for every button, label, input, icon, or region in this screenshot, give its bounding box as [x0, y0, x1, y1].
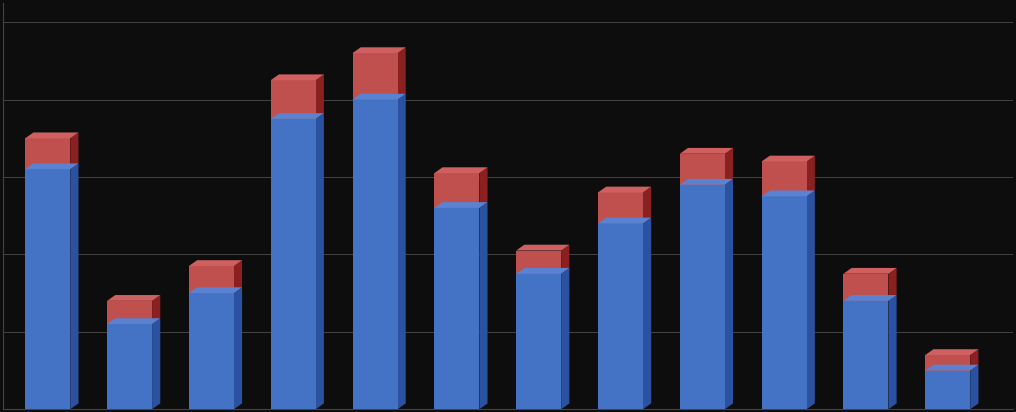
Polygon shape: [70, 164, 78, 409]
Polygon shape: [926, 349, 978, 355]
Bar: [843, 301, 888, 409]
Polygon shape: [516, 245, 569, 250]
Polygon shape: [680, 179, 733, 185]
Bar: [353, 53, 397, 100]
Polygon shape: [888, 295, 897, 409]
Bar: [270, 119, 316, 409]
Bar: [680, 185, 724, 409]
Polygon shape: [561, 268, 569, 409]
Polygon shape: [152, 318, 161, 409]
Polygon shape: [234, 260, 242, 293]
Bar: [25, 169, 70, 409]
Bar: [843, 274, 888, 301]
Polygon shape: [316, 75, 324, 119]
Polygon shape: [435, 202, 488, 208]
Polygon shape: [643, 187, 651, 223]
Bar: [353, 100, 397, 409]
Polygon shape: [807, 190, 815, 409]
Polygon shape: [598, 218, 651, 223]
Polygon shape: [353, 47, 405, 53]
Bar: [435, 208, 480, 409]
Polygon shape: [516, 268, 569, 274]
Polygon shape: [270, 113, 324, 119]
Polygon shape: [843, 295, 897, 301]
Bar: [189, 266, 234, 293]
Polygon shape: [435, 167, 488, 173]
Bar: [189, 293, 234, 409]
Polygon shape: [397, 94, 405, 409]
Polygon shape: [480, 167, 488, 208]
Bar: [598, 223, 643, 409]
Polygon shape: [724, 179, 733, 409]
Polygon shape: [926, 365, 978, 370]
Bar: [25, 138, 70, 169]
Polygon shape: [189, 287, 242, 293]
Polygon shape: [70, 132, 78, 169]
Polygon shape: [397, 47, 405, 100]
Bar: [107, 301, 152, 324]
Bar: [926, 370, 970, 409]
Polygon shape: [561, 245, 569, 274]
Polygon shape: [888, 268, 897, 301]
Polygon shape: [107, 318, 161, 324]
Polygon shape: [234, 287, 242, 409]
Polygon shape: [25, 132, 78, 138]
Polygon shape: [480, 202, 488, 409]
Polygon shape: [107, 295, 161, 301]
Bar: [435, 173, 480, 208]
Polygon shape: [807, 156, 815, 197]
Polygon shape: [643, 218, 651, 409]
Polygon shape: [25, 164, 78, 169]
Polygon shape: [316, 113, 324, 409]
Bar: [762, 197, 807, 409]
Polygon shape: [152, 295, 161, 324]
Polygon shape: [189, 260, 242, 266]
Polygon shape: [724, 148, 733, 185]
Bar: [107, 324, 152, 409]
Polygon shape: [353, 94, 405, 100]
Bar: [598, 192, 643, 223]
Polygon shape: [598, 187, 651, 192]
Polygon shape: [680, 148, 733, 154]
Bar: [926, 355, 970, 370]
Polygon shape: [843, 268, 897, 274]
Polygon shape: [970, 365, 978, 409]
Bar: [680, 154, 724, 185]
Polygon shape: [270, 75, 324, 80]
Bar: [516, 250, 561, 274]
Polygon shape: [762, 156, 815, 162]
Polygon shape: [970, 349, 978, 370]
Bar: [762, 162, 807, 197]
Bar: [270, 80, 316, 119]
Bar: [516, 274, 561, 409]
Polygon shape: [762, 190, 815, 197]
